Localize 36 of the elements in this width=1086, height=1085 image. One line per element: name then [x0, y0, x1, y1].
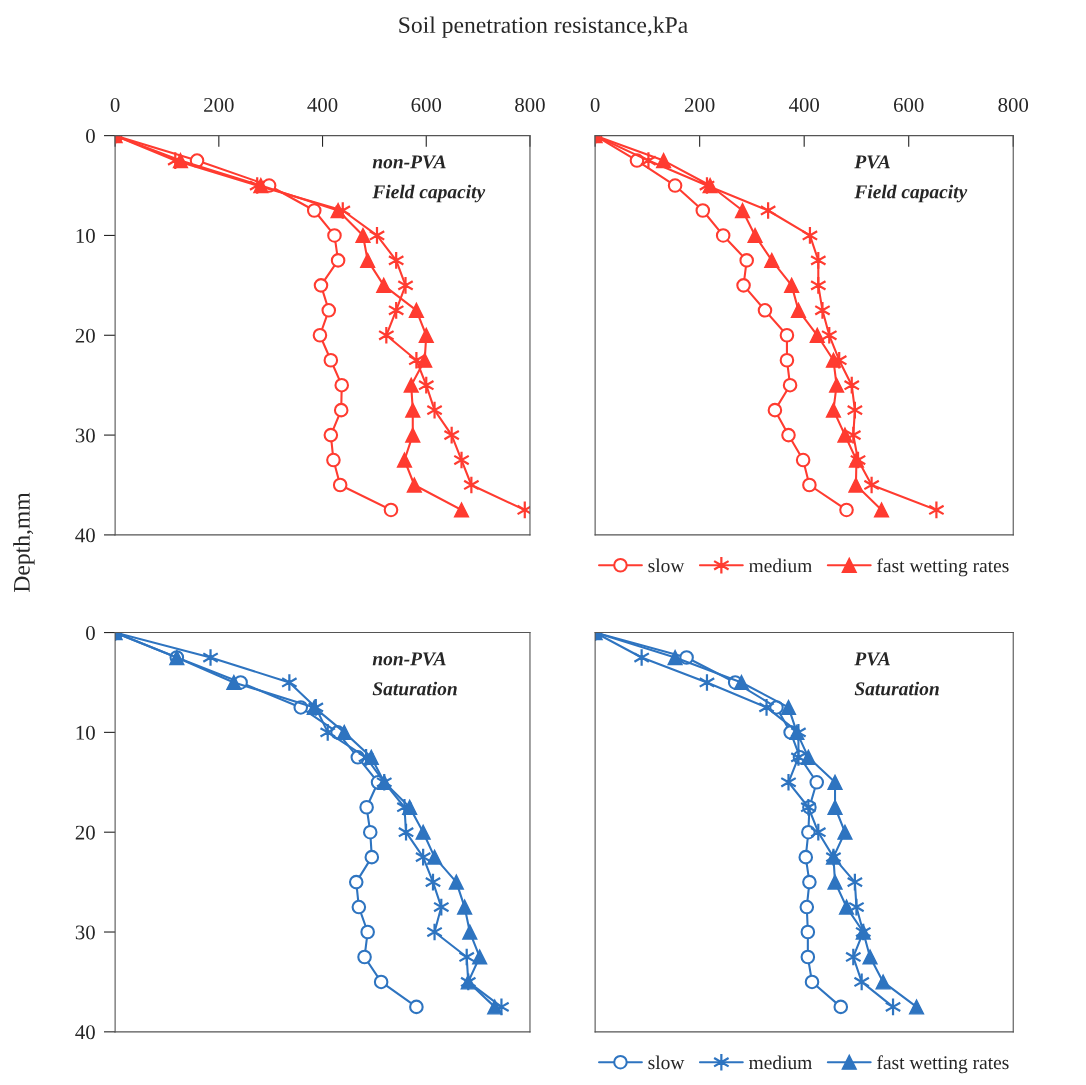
y-tick-label: 10 [76, 725, 95, 740]
legend-label: fast wetting rates [877, 1055, 1009, 1074]
x-tick-label: 200 [204, 97, 234, 112]
y-tick-label: 40 [75, 1025, 95, 1040]
y-tick-label: 20 [75, 825, 95, 840]
annotation: Saturation [372, 681, 457, 696]
legend-label: fast wetting rates [877, 558, 1009, 577]
x-tick-label: 400 [307, 97, 338, 112]
legend-label: medium [748, 1055, 812, 1070]
annotation: non-PVA [372, 652, 446, 666]
annotation: Field capacity [854, 184, 968, 203]
x-axis-title: Soil penetration resistance,kPa [399, 16, 688, 38]
x-tick-label: 800 [998, 97, 1029, 112]
y-tick-label: 10 [76, 228, 95, 243]
y-tick-label: 30 [75, 428, 95, 443]
annotation: Saturation [854, 681, 939, 696]
x-tick-label: 800 [515, 97, 545, 112]
y-tick-label: 30 [75, 925, 95, 940]
x-tick-label: 600 [411, 97, 442, 112]
annotation: non-PVA [372, 155, 446, 169]
legend-label: slow [648, 558, 685, 573]
annotation: Field capacity [372, 184, 486, 203]
y-tick-label: 0 [86, 129, 95, 144]
x-tick-label: 0 [110, 97, 120, 112]
x-tick-label: 200 [684, 97, 715, 112]
annotation: PVA [854, 652, 890, 666]
x-tick-label: 600 [893, 97, 924, 112]
legend-label: medium [748, 558, 812, 573]
y-tick-label: 0 [86, 625, 95, 640]
y-axis-title: Depth,mm [13, 492, 35, 592]
y-tick-label: 40 [75, 528, 95, 543]
legend-label: slow [648, 1055, 685, 1070]
x-tick-label: 0 [590, 97, 600, 112]
annotation: PVA [854, 155, 890, 169]
y-tick-label: 20 [75, 328, 95, 343]
x-tick-label: 400 [788, 97, 820, 112]
